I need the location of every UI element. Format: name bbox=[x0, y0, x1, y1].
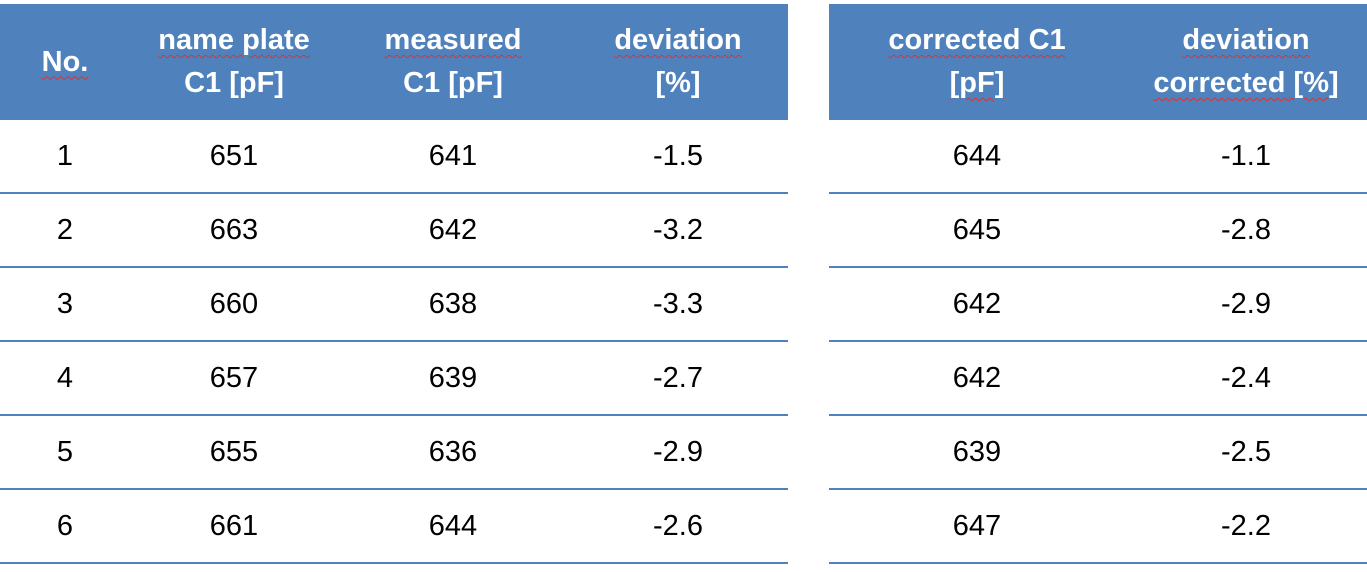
header-line: corrected [%] bbox=[1153, 67, 1339, 99]
cell-corrected-c1: 639 bbox=[829, 415, 1125, 490]
table-row: 6 661 644 -2.6 bbox=[0, 489, 788, 564]
corrected-table: corrected C1 [pF] deviation corrected [%… bbox=[829, 4, 1367, 564]
table-header-row: corrected C1 [pF] deviation corrected [%… bbox=[829, 4, 1367, 120]
header-line: corrected C1 bbox=[888, 24, 1066, 56]
cell-no: 6 bbox=[0, 489, 130, 564]
table-row: 3 660 638 -3.3 bbox=[0, 267, 788, 342]
header-corrected-c1: corrected C1 [pF] bbox=[829, 4, 1125, 120]
table-row: 645 -2.8 bbox=[829, 193, 1367, 268]
header-line: [%] bbox=[655, 67, 701, 99]
cell-name-plate: 660 bbox=[130, 267, 338, 342]
cell-measured: 644 bbox=[338, 489, 568, 564]
cell-measured: 641 bbox=[338, 120, 568, 194]
cell-deviation: -2.7 bbox=[568, 341, 788, 416]
cell-deviation-corrected: -2.9 bbox=[1125, 267, 1367, 342]
cell-no: 2 bbox=[0, 193, 130, 268]
header-line: No. bbox=[41, 45, 89, 78]
cell-deviation: -3.2 bbox=[568, 193, 788, 268]
cell-deviation-corrected: -2.5 bbox=[1125, 415, 1367, 490]
table-header-row: No. name plate C1 [pF] measured C1 [pF] … bbox=[0, 4, 788, 120]
header-line: C1 [pF] bbox=[403, 67, 503, 99]
header-deviation: deviation [%] bbox=[568, 4, 788, 120]
cell-name-plate: 657 bbox=[130, 341, 338, 416]
table-row: 644 -1.1 bbox=[829, 120, 1367, 194]
header-no: No. bbox=[0, 4, 130, 120]
cell-no: 1 bbox=[0, 120, 130, 194]
table-row: 639 -2.5 bbox=[829, 415, 1367, 490]
cell-deviation-corrected: -2.4 bbox=[1125, 341, 1367, 416]
cell-no: 3 bbox=[0, 267, 130, 342]
header-line: deviation bbox=[614, 24, 742, 56]
table-row: 642 -2.4 bbox=[829, 341, 1367, 416]
cell-measured: 636 bbox=[338, 415, 568, 490]
cell-deviation: -2.6 bbox=[568, 489, 788, 564]
header-line: measured bbox=[384, 24, 522, 56]
cell-deviation-corrected: -1.1 bbox=[1125, 120, 1367, 194]
table-row: 4 657 639 -2.7 bbox=[0, 341, 788, 416]
cell-name-plate: 663 bbox=[130, 193, 338, 268]
cell-deviation-corrected: -2.2 bbox=[1125, 489, 1367, 564]
header-name-plate-c1: name plate C1 [pF] bbox=[130, 4, 338, 120]
header-deviation-corrected: deviation corrected [%] bbox=[1125, 4, 1367, 120]
cell-deviation: -1.5 bbox=[568, 120, 788, 194]
table-row: 2 663 642 -3.2 bbox=[0, 193, 788, 268]
cell-corrected-c1: 645 bbox=[829, 193, 1125, 268]
cell-name-plate: 651 bbox=[130, 120, 338, 194]
cell-deviation: -3.3 bbox=[568, 267, 788, 342]
table-row: 1 651 641 -1.5 bbox=[0, 120, 788, 194]
cell-measured: 642 bbox=[338, 193, 568, 268]
cell-measured: 639 bbox=[338, 341, 568, 416]
header-line: C1 [pF] bbox=[184, 67, 284, 99]
cell-corrected-c1: 642 bbox=[829, 341, 1125, 416]
cell-no: 5 bbox=[0, 415, 130, 490]
cell-name-plate: 655 bbox=[130, 415, 338, 490]
table-row: 5 655 636 -2.9 bbox=[0, 415, 788, 490]
cell-no: 4 bbox=[0, 341, 130, 416]
table-row: 647 -2.2 bbox=[829, 489, 1367, 564]
cell-deviation: -2.9 bbox=[568, 415, 788, 490]
cell-corrected-c1: 644 bbox=[829, 120, 1125, 194]
table-row: 642 -2.9 bbox=[829, 267, 1367, 342]
header-line: name plate bbox=[158, 24, 310, 56]
cell-name-plate: 661 bbox=[130, 489, 338, 564]
measurement-table: No. name plate C1 [pF] measured C1 [pF] … bbox=[0, 4, 788, 564]
header-line: deviation bbox=[1182, 24, 1310, 56]
header-line: [pF] bbox=[949, 67, 1005, 99]
cell-corrected-c1: 647 bbox=[829, 489, 1125, 564]
cell-measured: 638 bbox=[338, 267, 568, 342]
header-measured-c1: measured C1 [pF] bbox=[338, 4, 568, 120]
cell-corrected-c1: 642 bbox=[829, 267, 1125, 342]
cell-deviation-corrected: -2.8 bbox=[1125, 193, 1367, 268]
